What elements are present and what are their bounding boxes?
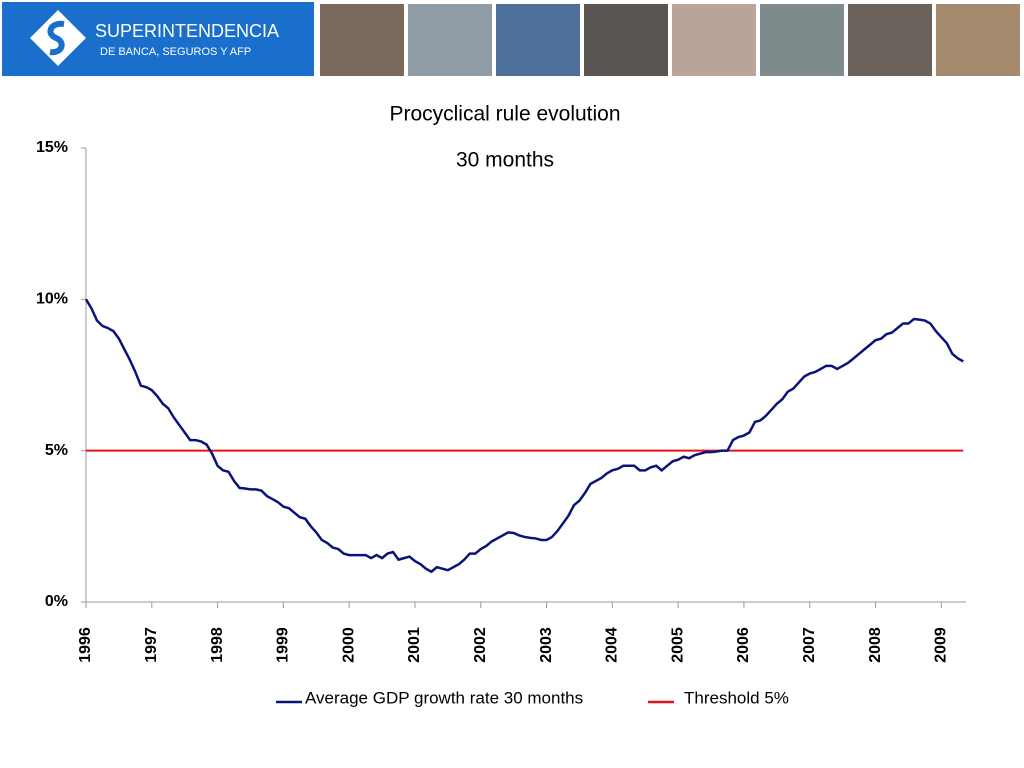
photo-strip: [320, 4, 1020, 76]
y-tick-label: 15%: [36, 139, 68, 156]
x-tick-label: 1997: [143, 627, 160, 663]
plot: 0% 5% 10% 15% 1996 1997 1998 1999 2000 2001 2002 20…: [36, 139, 966, 707]
x-tick-label: 1999: [275, 627, 292, 663]
series-line: [84, 298, 964, 574]
x-tick-label: 2000: [340, 627, 357, 663]
logo-subtitle: DE BANCA, SEGUROS Y AFP: [100, 46, 251, 58]
x-tick-label: 1996: [77, 627, 94, 663]
x-tick-label: 2007: [801, 627, 818, 663]
logo-mark: [30, 10, 86, 66]
chart-title: Procyclical rule evolution: [389, 103, 620, 126]
logo-title: SUPERINTENDENCIA: [95, 21, 279, 41]
y-tick-label: 5%: [45, 442, 68, 459]
x-tick-label: 2003: [538, 627, 555, 663]
x-tick-label: 1998: [209, 627, 226, 663]
legend-label: Average GDP growth rate 30 months: [305, 688, 583, 707]
y-tick-label: 10%: [36, 291, 68, 308]
x-tick-label: 2009: [933, 627, 950, 663]
x-tick-label: 2005: [669, 627, 686, 663]
legend-label: Threshold 5%: [684, 688, 789, 707]
x-tick-label: 2002: [472, 627, 489, 663]
x-tick-label: 2001: [406, 627, 423, 663]
x-tick-label: 2008: [867, 627, 884, 663]
x-tick-label: 2006: [735, 627, 752, 663]
y-tick-label: 0%: [45, 593, 68, 610]
chart-subtitle: 30 months: [456, 149, 554, 172]
x-tick-label: 2004: [604, 627, 621, 663]
